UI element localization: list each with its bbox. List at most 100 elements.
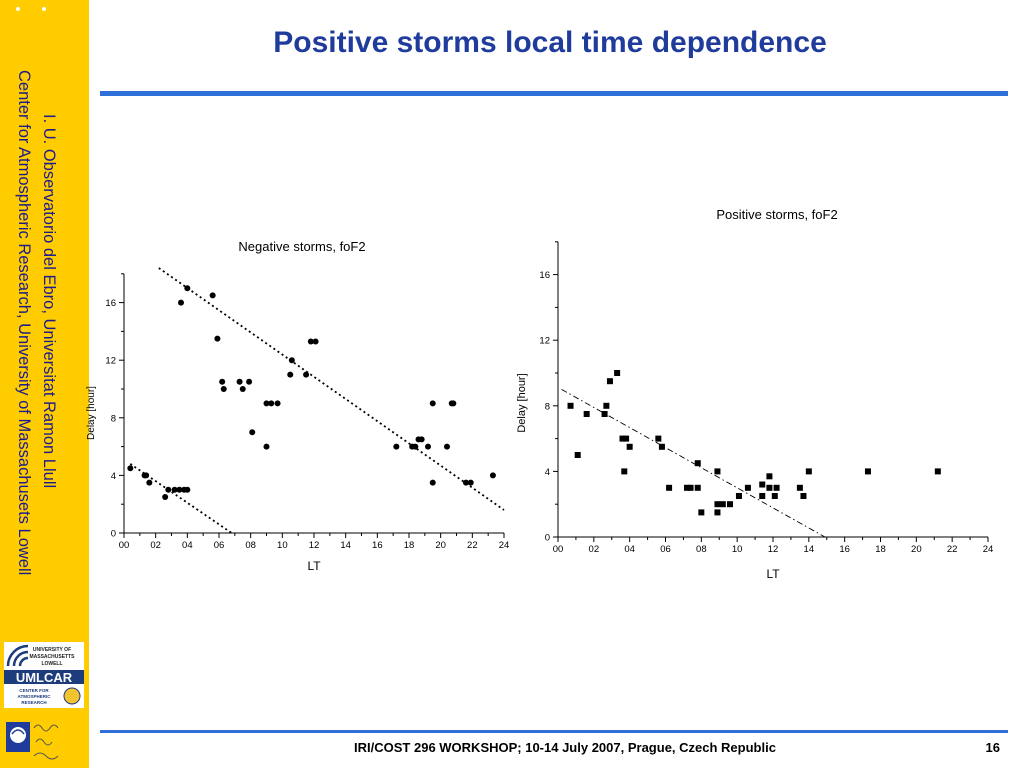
data-point	[698, 509, 705, 516]
x-tick-label: 24	[499, 540, 510, 551]
trend-line	[561, 389, 826, 538]
x-axis-label: LT	[307, 559, 321, 573]
data-point	[735, 493, 742, 499]
x-tick-label: 22	[467, 540, 478, 551]
x-tick-label: 14	[804, 544, 815, 555]
y-tick-label: 0	[111, 529, 116, 540]
x-tick-label: 10	[732, 544, 743, 555]
data-point	[220, 386, 227, 392]
data-point	[236, 378, 243, 385]
data-point	[619, 435, 626, 442]
sidebar-affiliation-2: Center for Atmospheric Research, Univers…	[15, 70, 33, 576]
data-point	[176, 486, 183, 493]
logo-umass-line: MASSACHUSETTS	[29, 654, 75, 660]
sidebar-dot	[42, 7, 46, 11]
sidebar-dot	[16, 7, 20, 11]
x-tick-label: 02	[589, 544, 600, 555]
footer-rule	[100, 730, 1008, 733]
data-point	[766, 473, 773, 480]
data-point	[805, 468, 812, 475]
x-tick-label: 04	[624, 544, 635, 555]
y-tick-label: 8	[545, 401, 550, 412]
x-tick-label: 18	[404, 540, 415, 551]
page-number: 16	[985, 740, 1000, 755]
x-tick-label: 22	[947, 544, 958, 555]
data-point	[773, 484, 780, 491]
data-point	[263, 400, 270, 407]
x-tick-label: 20	[911, 544, 922, 555]
data-point	[567, 402, 574, 409]
x-tick-label: 18	[875, 544, 886, 555]
y-tick-label: 12	[105, 356, 116, 367]
data-point	[719, 501, 726, 508]
x-tick-label: 06	[214, 540, 225, 551]
data-point	[467, 479, 474, 486]
x-tick-label: 00	[553, 544, 564, 555]
data-point	[146, 479, 153, 486]
data-point	[934, 468, 941, 475]
x-tick-label: 06	[660, 544, 671, 555]
positive-storms-chart: Positive storms, foF2 00 02 04 06 08 10 12 14 16…	[516, 207, 994, 581]
data-point	[800, 493, 807, 499]
data-point	[303, 371, 310, 378]
data-point	[687, 484, 694, 491]
footer-text: IRI/COST 296 WORKSHOP; 10-14 July 2007, …	[354, 740, 776, 755]
y-tick-label: 0	[545, 533, 550, 544]
data-point	[184, 486, 191, 493]
data-point	[614, 370, 621, 376]
data-point	[623, 435, 630, 442]
y-tick-label: 8	[111, 413, 116, 424]
data-point	[162, 494, 169, 500]
x-tick-label: 24	[983, 544, 994, 555]
data-point	[583, 411, 590, 417]
data-point	[219, 378, 226, 385]
logo-umlcar-sub: ATMOSPHERIC	[18, 694, 52, 699]
data-point	[412, 443, 419, 450]
data-point	[425, 443, 431, 450]
data-point	[694, 460, 701, 467]
data-point	[239, 386, 246, 392]
y-tick-label: 16	[539, 270, 550, 281]
data-point	[759, 481, 766, 488]
data-point	[268, 400, 275, 407]
data-point	[601, 411, 608, 417]
data-point	[684, 484, 690, 491]
data-point	[307, 338, 314, 345]
data-point	[489, 472, 496, 479]
x-tick-label: 12	[768, 544, 779, 555]
logo-umlcar-text: UMLCAR	[16, 670, 73, 685]
data-point	[771, 493, 778, 499]
data-point	[714, 509, 721, 516]
y-tick-label: 12	[539, 336, 550, 347]
data-point	[450, 400, 457, 407]
data-point	[658, 443, 665, 450]
chart-title: Negative storms, foF2	[238, 239, 365, 254]
logo-umass-line: LOWELL	[41, 661, 62, 667]
data-point	[184, 285, 191, 292]
x-tick-label: 16	[839, 544, 850, 555]
data-point	[655, 435, 662, 442]
data-point	[759, 493, 766, 499]
data-point	[796, 484, 803, 491]
y-tick-label: 4	[111, 471, 116, 482]
sidebar: I. U. Observatorio del Ebro, Universitat…	[0, 0, 89, 768]
data-point	[418, 436, 425, 443]
x-tick-label: 08	[245, 540, 256, 551]
logo-umlcar-sub: CENTER FOR	[19, 688, 49, 693]
data-point	[864, 468, 871, 475]
umlcar-logo: UNIVERSITY OF MASSACHUSETTS LOWELL UMLCA…	[4, 642, 84, 708]
data-point	[626, 443, 633, 450]
data-point	[694, 484, 701, 491]
data-point	[246, 378, 253, 385]
data-point	[274, 400, 281, 407]
data-point	[463, 479, 469, 486]
negative-storms-chart: Negative storms, foF2 00 02 04 06 08 10 12 14 16…	[86, 239, 510, 573]
title-rule	[100, 91, 1008, 96]
data-point	[312, 338, 319, 345]
logo-umass-line: UNIVERSITY OF	[33, 647, 71, 653]
data-point	[766, 484, 773, 491]
data-point	[714, 468, 721, 475]
data-point	[143, 472, 150, 479]
y-axis-label: Delay [hour]	[516, 373, 528, 432]
